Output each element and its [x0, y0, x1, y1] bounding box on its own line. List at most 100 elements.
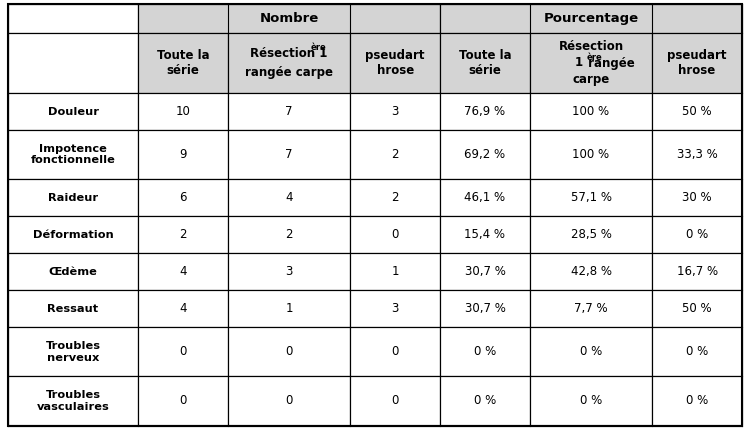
Text: 7: 7	[285, 105, 292, 118]
Text: 50 %: 50 %	[682, 302, 712, 315]
Bar	[350, 216, 440, 253]
Text: 0 %: 0 %	[580, 345, 602, 358]
Bar	[440, 130, 530, 179]
Bar	[350, 93, 440, 130]
Bar	[440, 4, 742, 33]
Bar	[530, 93, 652, 130]
Bar	[228, 253, 350, 290]
Text: ère: ère	[586, 53, 602, 62]
Bar	[530, 179, 652, 216]
Bar	[138, 4, 440, 33]
Text: 76,9 %: 76,9 %	[464, 105, 506, 118]
Bar	[350, 179, 440, 216]
Text: 69,2 %: 69,2 %	[464, 148, 506, 161]
Bar	[228, 327, 350, 376]
Bar	[138, 93, 228, 130]
Bar	[530, 33, 652, 93]
Text: 1: 1	[392, 265, 399, 278]
Bar	[652, 376, 742, 425]
Text: ère: ère	[311, 43, 327, 52]
Bar	[652, 290, 742, 327]
Bar	[138, 179, 228, 216]
Text: Raideur: Raideur	[48, 193, 98, 203]
Bar	[530, 216, 652, 253]
Bar	[138, 130, 228, 179]
Text: 4: 4	[285, 191, 292, 204]
Bar	[8, 216, 138, 253]
Text: 10: 10	[176, 105, 190, 118]
Bar	[652, 33, 742, 93]
Bar	[652, 327, 742, 376]
Text: rangée: rangée	[584, 56, 634, 70]
Bar	[530, 290, 652, 327]
Text: 33,3 %: 33,3 %	[676, 148, 718, 161]
Bar	[138, 376, 228, 425]
Bar	[530, 327, 652, 376]
Text: 3: 3	[392, 105, 399, 118]
Text: rangée carpe: rangée carpe	[245, 66, 333, 79]
Bar	[440, 216, 530, 253]
Text: pseudart
hrose: pseudart hrose	[365, 49, 425, 77]
Text: Résection: Résection	[559, 40, 623, 53]
Bar	[138, 33, 228, 93]
Text: 16,7 %: 16,7 %	[676, 265, 718, 278]
Text: Toute la
série: Toute la série	[459, 49, 512, 77]
Bar	[440, 93, 530, 130]
Bar	[228, 216, 350, 253]
Text: 0 %: 0 %	[580, 394, 602, 407]
Text: 0 %: 0 %	[474, 394, 496, 407]
Bar	[652, 130, 742, 179]
Text: 3: 3	[285, 265, 292, 278]
Bar	[440, 327, 530, 376]
Bar	[652, 93, 742, 130]
Text: 1: 1	[574, 56, 583, 70]
Bar	[228, 130, 350, 179]
Bar	[8, 33, 138, 93]
Text: 0 %: 0 %	[474, 345, 496, 358]
Text: 6: 6	[179, 191, 187, 204]
Text: Résection 1: Résection 1	[251, 47, 328, 60]
Text: 57,1 %: 57,1 %	[571, 191, 611, 204]
Text: Troubles
nerveux: Troubles nerveux	[46, 341, 100, 362]
Text: Douleur: Douleur	[47, 107, 98, 117]
Text: 50 %: 50 %	[682, 105, 712, 118]
Text: 28,5 %: 28,5 %	[571, 228, 611, 241]
Text: 0: 0	[392, 228, 399, 241]
Bar	[228, 376, 350, 425]
Text: 0: 0	[392, 394, 399, 407]
Bar	[350, 327, 440, 376]
Text: 0: 0	[179, 345, 187, 358]
Text: 15,4 %: 15,4 %	[464, 228, 506, 241]
Bar	[8, 376, 138, 425]
Bar	[530, 130, 652, 179]
Text: Pourcentage: Pourcentage	[544, 12, 638, 25]
Text: 30,7 %: 30,7 %	[464, 302, 506, 315]
Text: 30,7 %: 30,7 %	[464, 265, 506, 278]
Text: 3: 3	[392, 302, 399, 315]
Text: 0 %: 0 %	[686, 394, 708, 407]
Bar	[350, 290, 440, 327]
Bar	[138, 327, 228, 376]
Bar	[350, 130, 440, 179]
Text: 1: 1	[285, 302, 292, 315]
Bar	[652, 216, 742, 253]
Bar	[440, 290, 530, 327]
Text: Ressaut: Ressaut	[47, 304, 98, 314]
Bar	[8, 290, 138, 327]
Text: 2: 2	[285, 228, 292, 241]
Bar	[350, 33, 440, 93]
Text: 0 %: 0 %	[686, 345, 708, 358]
Bar	[440, 376, 530, 425]
Text: 0: 0	[285, 394, 292, 407]
Text: Toute la
série: Toute la série	[157, 49, 209, 77]
Bar	[8, 253, 138, 290]
Bar	[138, 290, 228, 327]
Bar	[8, 327, 138, 376]
Text: 2: 2	[179, 228, 187, 241]
Bar	[8, 179, 138, 216]
Text: 9: 9	[179, 148, 187, 161]
Bar	[350, 253, 440, 290]
Text: 0: 0	[285, 345, 292, 358]
Bar	[440, 253, 530, 290]
Text: carpe: carpe	[572, 73, 610, 86]
